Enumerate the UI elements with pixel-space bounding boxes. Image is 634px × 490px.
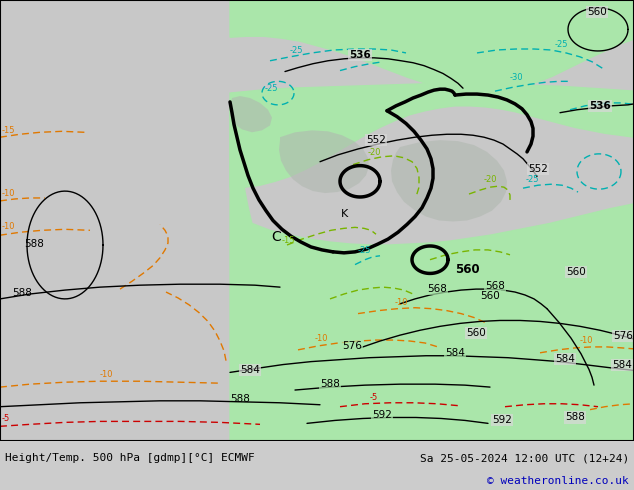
Polygon shape [279, 130, 369, 193]
Text: -25: -25 [555, 40, 569, 49]
Text: -30: -30 [510, 74, 524, 82]
Text: 584: 584 [445, 348, 465, 358]
Text: 568: 568 [427, 284, 447, 294]
Text: 536: 536 [589, 101, 611, 111]
Text: Height/Temp. 500 hPa [gdmp][°C] ECMWF: Height/Temp. 500 hPa [gdmp][°C] ECMWF [5, 453, 255, 463]
Text: -25: -25 [358, 246, 372, 255]
Polygon shape [230, 102, 634, 441]
Text: 588: 588 [565, 413, 585, 422]
Text: 560: 560 [480, 291, 500, 301]
Text: 576: 576 [342, 341, 362, 351]
Text: 588: 588 [230, 394, 250, 404]
Text: -15: -15 [2, 126, 15, 135]
Text: 560: 560 [587, 7, 607, 17]
Text: 588: 588 [320, 379, 340, 389]
Text: -10: -10 [100, 370, 113, 379]
Text: 592: 592 [372, 410, 392, 419]
Text: -10: -10 [580, 336, 593, 345]
Polygon shape [230, 96, 272, 132]
Text: 592: 592 [492, 416, 512, 425]
Polygon shape [230, 0, 634, 92]
Text: -10: -10 [395, 298, 408, 307]
Text: C: C [271, 230, 281, 244]
Text: -10: -10 [2, 189, 15, 198]
Text: -5: -5 [2, 415, 10, 423]
Text: 552: 552 [528, 164, 548, 173]
Text: 576: 576 [613, 331, 633, 341]
Text: -15: -15 [282, 236, 295, 245]
Text: 552: 552 [366, 135, 386, 145]
Text: 588: 588 [24, 239, 44, 249]
Text: -20: -20 [484, 175, 498, 184]
Text: 584: 584 [240, 366, 260, 375]
Text: -25: -25 [526, 175, 540, 184]
Text: K: K [340, 209, 347, 219]
Text: © weatheronline.co.uk: © weatheronline.co.uk [487, 476, 629, 486]
Polygon shape [230, 83, 634, 187]
Text: -25: -25 [290, 46, 304, 55]
Text: -25: -25 [265, 84, 278, 93]
Text: 568: 568 [485, 281, 505, 291]
Text: -10: -10 [315, 334, 328, 343]
Text: 536: 536 [349, 50, 371, 60]
Text: Sa 25-05-2024 12:00 UTC (12+24): Sa 25-05-2024 12:00 UTC (12+24) [420, 453, 629, 463]
Text: 584: 584 [555, 354, 575, 364]
Text: 584: 584 [612, 360, 632, 369]
Text: 560: 560 [466, 328, 486, 338]
Text: -5: -5 [370, 393, 378, 402]
Text: -20: -20 [368, 148, 382, 157]
Text: -10: -10 [2, 222, 15, 231]
Text: 588: 588 [12, 288, 32, 298]
Polygon shape [391, 140, 507, 221]
Text: 560: 560 [455, 263, 479, 276]
Text: 560: 560 [566, 268, 586, 277]
